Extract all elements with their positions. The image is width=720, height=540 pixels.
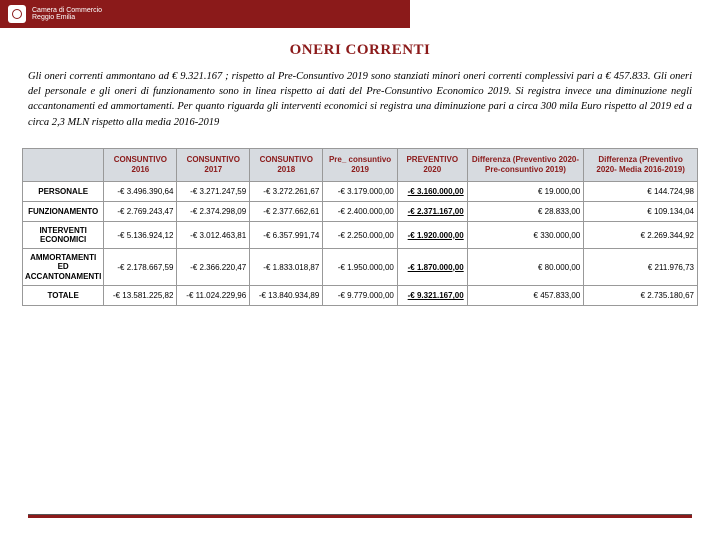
page-title: ONERI CORRENTI bbox=[0, 42, 720, 59]
cell-diff1: € 19.000,00 bbox=[467, 181, 584, 201]
table-row: TOTALE-€ 13.581.225,82-€ 11.024.229,96-€… bbox=[23, 285, 698, 305]
cell-2017: -€ 3.271.247,59 bbox=[177, 181, 250, 201]
row-label: AMMORTAMENTI ED ACCANTONAMENTI bbox=[23, 249, 104, 286]
cell-2018: -€ 1.833.018,87 bbox=[250, 249, 323, 286]
table-header-row: CONSUNTIVO 2016 CONSUNTIVO 2017 CONSUNTI… bbox=[23, 148, 698, 181]
table-row: FUNZIONAMENTO-€ 2.769.243,47-€ 2.374.298… bbox=[23, 201, 698, 221]
cell-diff2: € 2.735.180,67 bbox=[584, 285, 698, 305]
table-row: PERSONALE-€ 3.496.390,64-€ 3.271.247,59-… bbox=[23, 181, 698, 201]
cell-2018: -€ 6.357.991,74 bbox=[250, 221, 323, 248]
table-container: CONSUNTIVO 2016 CONSUNTIVO 2017 CONSUNTI… bbox=[0, 130, 720, 306]
cell-pre2019: -€ 9.779.000,00 bbox=[323, 285, 398, 305]
footer-divider bbox=[28, 515, 692, 518]
oneri-table: CONSUNTIVO 2016 CONSUNTIVO 2017 CONSUNTI… bbox=[22, 148, 698, 306]
header-bar: Camera di Commercio Reggio Emilia bbox=[0, 0, 410, 28]
cell-prev2020: -€ 1.920.000,00 bbox=[397, 221, 467, 248]
cell-2018: -€ 3.272.261,67 bbox=[250, 181, 323, 201]
cell-2016: -€ 5.136.924,12 bbox=[104, 221, 177, 248]
cell-prev2020: -€ 3.160.000,00 bbox=[397, 181, 467, 201]
cell-2018: -€ 2.377.662,61 bbox=[250, 201, 323, 221]
cell-prev2020: -€ 1.870.000,00 bbox=[397, 249, 467, 286]
table-body: PERSONALE-€ 3.496.390,64-€ 3.271.247,59-… bbox=[23, 181, 698, 305]
cell-diff1: € 80.000,00 bbox=[467, 249, 584, 286]
col-empty bbox=[23, 148, 104, 181]
col-diff2: Differenza (Preventivo 2020- Media 2016-… bbox=[584, 148, 698, 181]
cell-diff1: € 330.000,00 bbox=[467, 221, 584, 248]
cell-diff2: € 211.976,73 bbox=[584, 249, 698, 286]
col-2017: CONSUNTIVO 2017 bbox=[177, 148, 250, 181]
org-logo bbox=[8, 5, 26, 23]
cell-2016: -€ 3.496.390,64 bbox=[104, 181, 177, 201]
col-prev2020: PREVENTIVO 2020 bbox=[397, 148, 467, 181]
cell-diff1: € 28.833,00 bbox=[467, 201, 584, 221]
cell-prev2020: -€ 9.321.167,00 bbox=[397, 285, 467, 305]
cell-pre2019: -€ 2.400.000,00 bbox=[323, 201, 398, 221]
org-line2: Reggio Emilia bbox=[32, 14, 102, 21]
cell-pre2019: -€ 3.179.000,00 bbox=[323, 181, 398, 201]
cell-diff2: € 109.134,04 bbox=[584, 201, 698, 221]
col-2016: CONSUNTIVO 2016 bbox=[104, 148, 177, 181]
cell-diff1: € 457.833,00 bbox=[467, 285, 584, 305]
cell-diff2: € 2.269.344,92 bbox=[584, 221, 698, 248]
row-label: PERSONALE bbox=[23, 181, 104, 201]
cell-2017: -€ 2.374.298,09 bbox=[177, 201, 250, 221]
table-row: INTERVENTI ECONOMICI-€ 5.136.924,12-€ 3.… bbox=[23, 221, 698, 248]
cell-2017: -€ 2.366.220,47 bbox=[177, 249, 250, 286]
col-2018: CONSUNTIVO 2018 bbox=[250, 148, 323, 181]
row-label: INTERVENTI ECONOMICI bbox=[23, 221, 104, 248]
col-diff1: Differenza (Preventivo 2020- Pre-consunt… bbox=[467, 148, 584, 181]
description-text: Gli oneri correnti ammontano ad € 9.321.… bbox=[0, 69, 720, 130]
cell-pre2019: -€ 1.950.000,00 bbox=[323, 249, 398, 286]
row-label: FUNZIONAMENTO bbox=[23, 201, 104, 221]
org-line1: Camera di Commercio bbox=[32, 7, 102, 14]
col-pre2019: Pre_ consuntivo 2019 bbox=[323, 148, 398, 181]
table-row: AMMORTAMENTI ED ACCANTONAMENTI-€ 2.178.6… bbox=[23, 249, 698, 286]
cell-2017: -€ 3.012.463,81 bbox=[177, 221, 250, 248]
row-label: TOTALE bbox=[23, 285, 104, 305]
cell-2017: -€ 11.024.229,96 bbox=[177, 285, 250, 305]
org-name: Camera di Commercio Reggio Emilia bbox=[32, 7, 102, 21]
cell-2016: -€ 2.178.667,59 bbox=[104, 249, 177, 286]
cell-2016: -€ 13.581.225,82 bbox=[104, 285, 177, 305]
cell-pre2019: -€ 2.250.000,00 bbox=[323, 221, 398, 248]
cell-2016: -€ 2.769.243,47 bbox=[104, 201, 177, 221]
cell-2018: -€ 13.840.934,89 bbox=[250, 285, 323, 305]
cell-prev2020: -€ 2.371.167,00 bbox=[397, 201, 467, 221]
cell-diff2: € 144.724,98 bbox=[584, 181, 698, 201]
